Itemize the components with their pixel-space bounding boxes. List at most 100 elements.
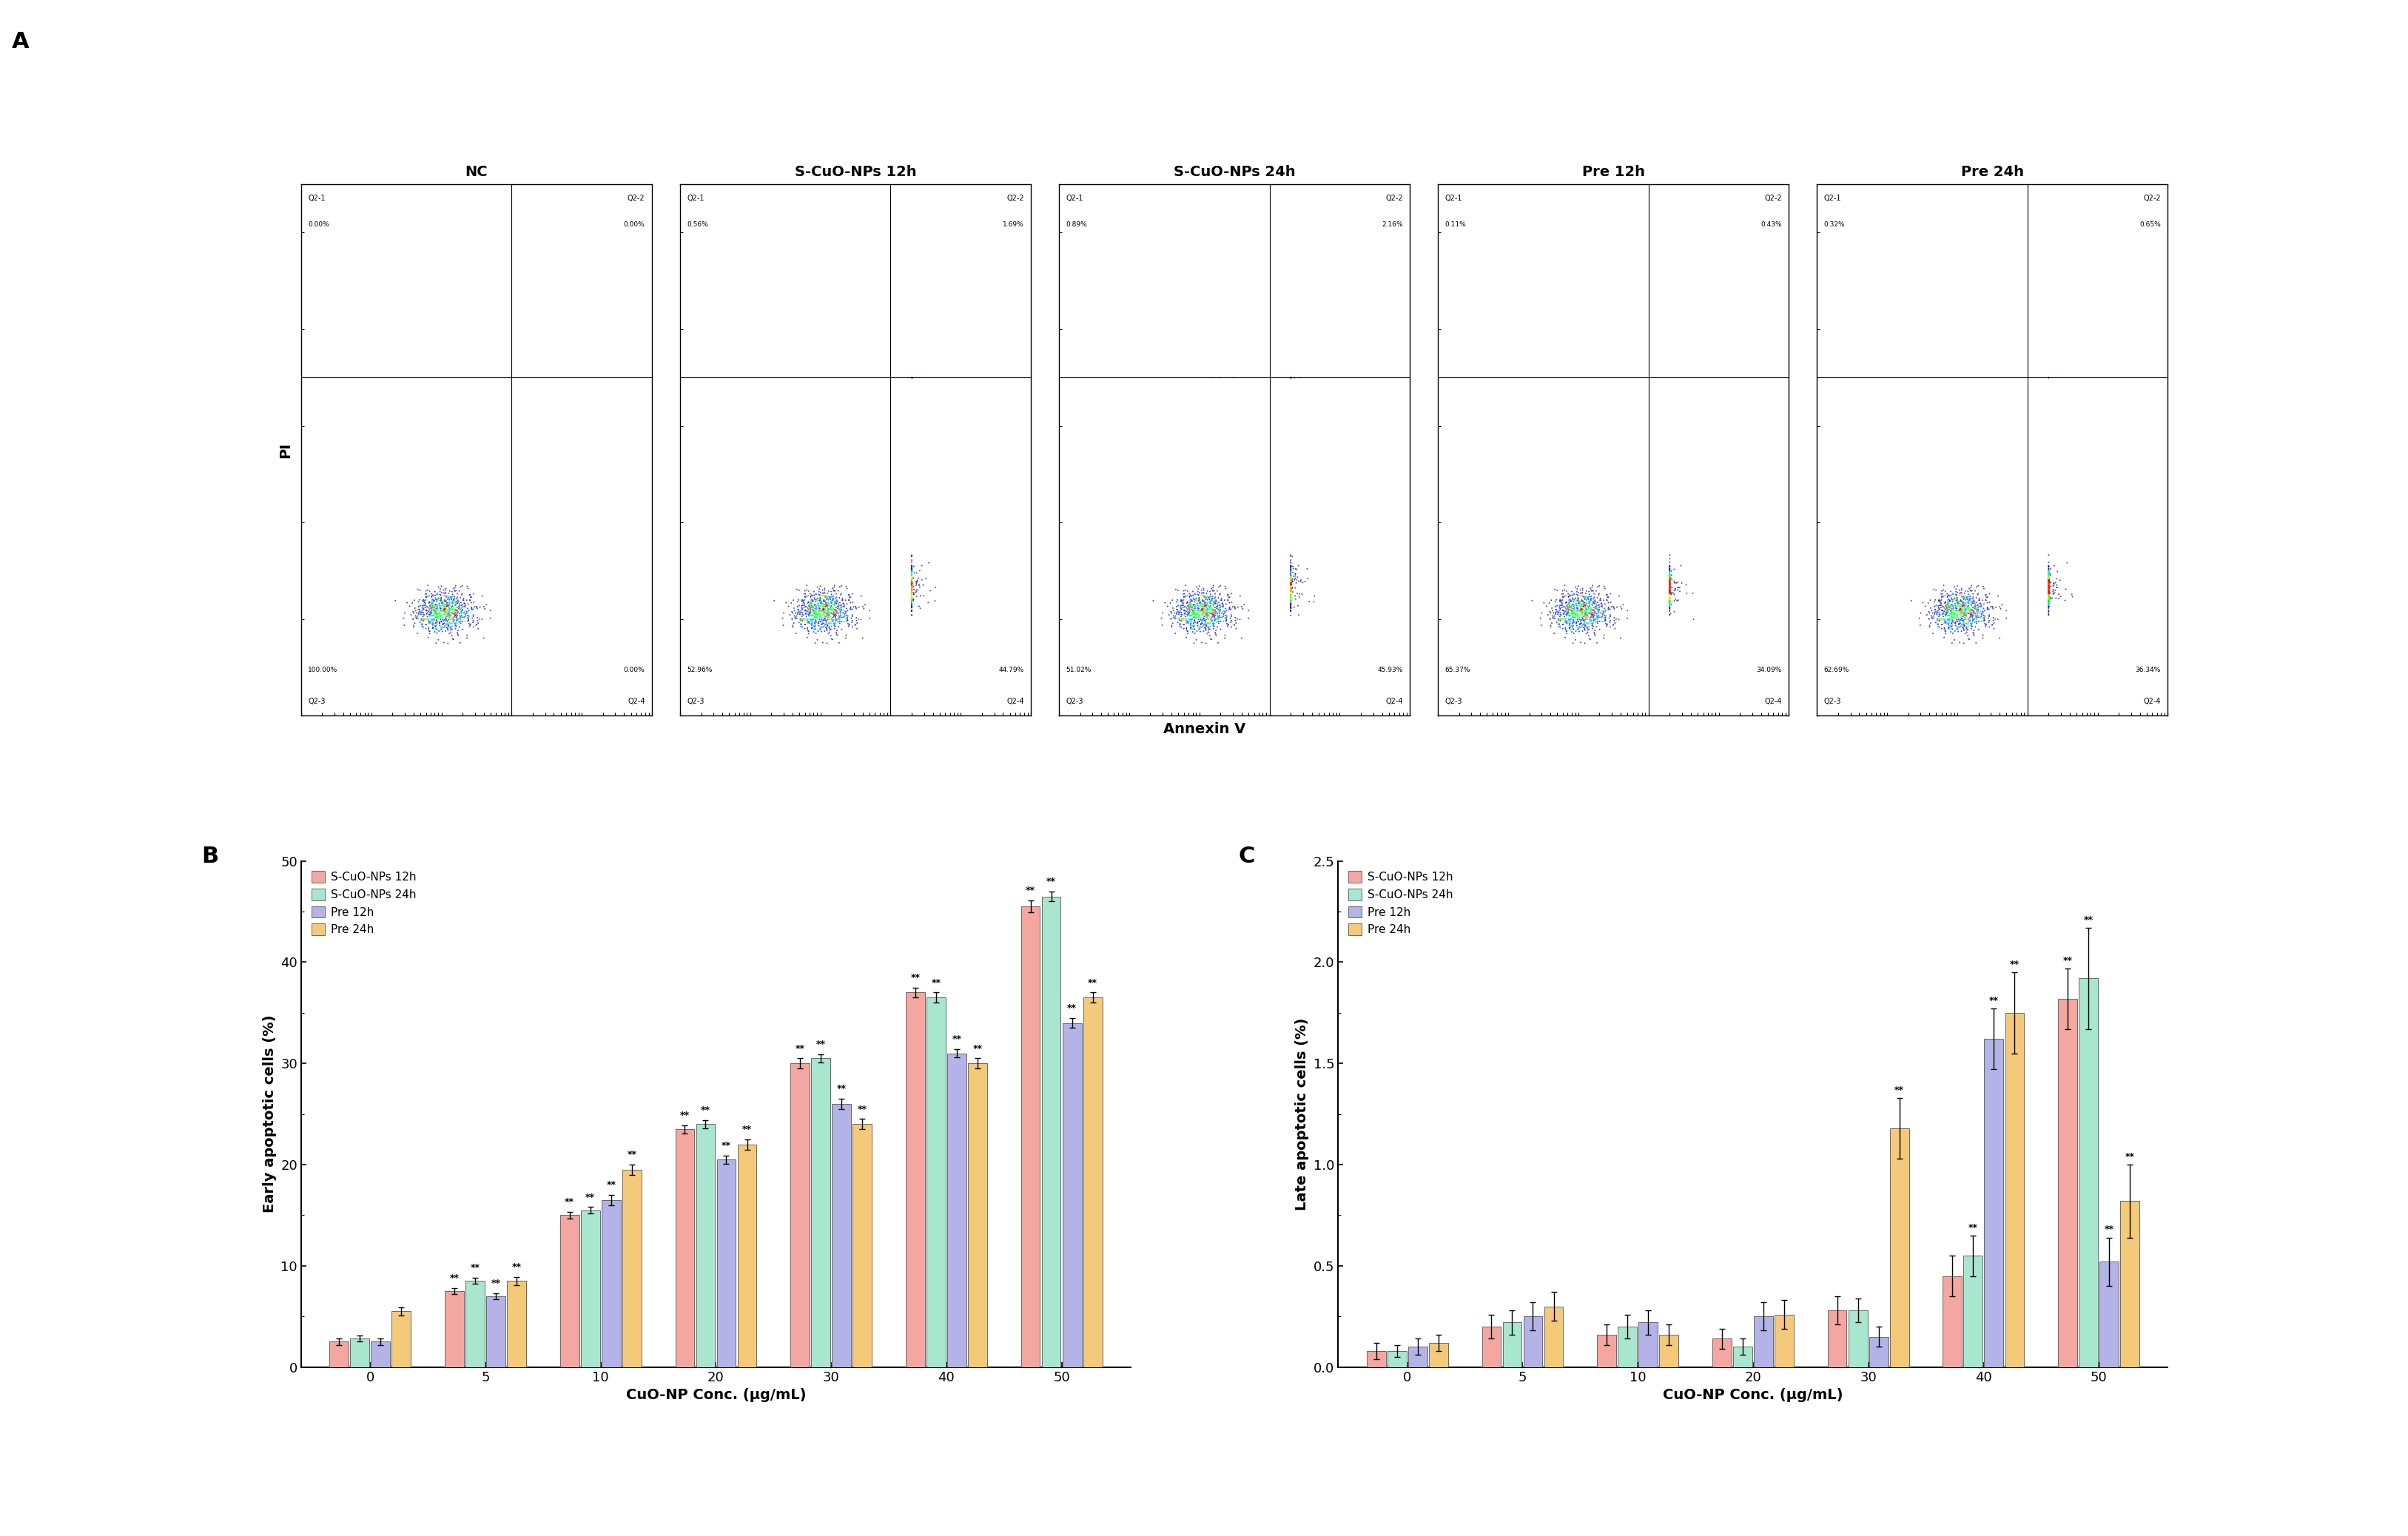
Point [421, 601, 460, 625]
Point [1271, 561, 1310, 585]
Point [1948, 584, 1987, 608]
Point [1560, 602, 1599, 627]
Point [1926, 604, 1965, 628]
Point [2028, 559, 2066, 584]
Point [1649, 582, 1688, 607]
Point [2030, 579, 2068, 604]
Point [1187, 607, 1226, 631]
Point [1936, 601, 1975, 625]
Point [790, 596, 828, 621]
Point [2028, 576, 2066, 601]
Point [893, 570, 932, 594]
Point [792, 604, 831, 628]
Point [811, 610, 850, 634]
Point [2028, 565, 2066, 590]
Point [1565, 602, 1604, 627]
Point [1924, 599, 1963, 624]
Point [455, 594, 494, 619]
Point [811, 594, 850, 619]
Point [1649, 585, 1688, 610]
Point [1563, 596, 1601, 621]
Point [807, 585, 845, 610]
Point [1946, 611, 1984, 636]
Point [1553, 599, 1592, 624]
Point [1560, 578, 1599, 602]
Point [893, 567, 932, 591]
Point [787, 599, 826, 624]
Point [450, 613, 489, 637]
Point [438, 622, 477, 647]
Point [1958, 594, 1996, 619]
Point [1271, 582, 1310, 607]
Point [809, 596, 848, 621]
Point [424, 582, 462, 607]
Point [1917, 607, 1955, 631]
Point [1173, 584, 1211, 608]
Point [433, 591, 472, 616]
Point [809, 614, 848, 639]
Point [1271, 561, 1310, 585]
Point [2028, 578, 2066, 602]
Point [1271, 578, 1310, 602]
Point [893, 585, 932, 610]
Text: A: A [12, 31, 29, 52]
Point [1199, 596, 1238, 621]
Point [1541, 598, 1580, 622]
Point [414, 616, 453, 641]
Point [1943, 584, 1982, 608]
Point [804, 594, 843, 619]
Point [421, 614, 460, 639]
Point [792, 616, 831, 641]
Bar [831, 1104, 850, 1367]
Point [1271, 578, 1310, 602]
Point [2028, 588, 2066, 613]
Point [1182, 591, 1221, 616]
Point [893, 584, 932, 608]
Point [419, 607, 458, 631]
Point [893, 573, 932, 598]
Point [1185, 607, 1223, 631]
Point [1649, 568, 1688, 593]
Point [1271, 584, 1310, 608]
Point [1950, 596, 1989, 621]
Point [1649, 565, 1688, 590]
Point [1271, 587, 1310, 611]
Point [893, 582, 932, 607]
Point [433, 611, 472, 636]
Point [448, 599, 486, 624]
Point [1943, 617, 1982, 642]
Point [1271, 562, 1310, 587]
Point [773, 591, 811, 616]
Point [1570, 598, 1609, 622]
Point [775, 611, 814, 636]
Point [417, 582, 455, 607]
Point [785, 594, 824, 619]
Point [809, 590, 848, 614]
Point [1546, 616, 1584, 641]
Point [1175, 608, 1214, 633]
Point [1271, 581, 1310, 605]
Point [2028, 587, 2066, 611]
Point [893, 596, 932, 621]
Point [1649, 585, 1688, 610]
Point [1941, 585, 1979, 610]
Point [1936, 593, 1975, 617]
Point [1185, 578, 1223, 602]
Point [431, 590, 470, 614]
Point [2028, 573, 2066, 598]
Point [438, 582, 477, 607]
Point [1175, 601, 1214, 625]
Point [1271, 573, 1310, 598]
Point [828, 582, 867, 607]
Point [1202, 581, 1240, 605]
Point [1565, 593, 1604, 617]
Point [433, 617, 472, 642]
Point [1572, 591, 1611, 616]
Point [2028, 564, 2066, 588]
Point [1271, 581, 1310, 605]
Point [443, 604, 482, 628]
Point [2030, 556, 2068, 581]
Point [893, 573, 932, 598]
Point [811, 590, 850, 614]
Point [462, 584, 501, 608]
